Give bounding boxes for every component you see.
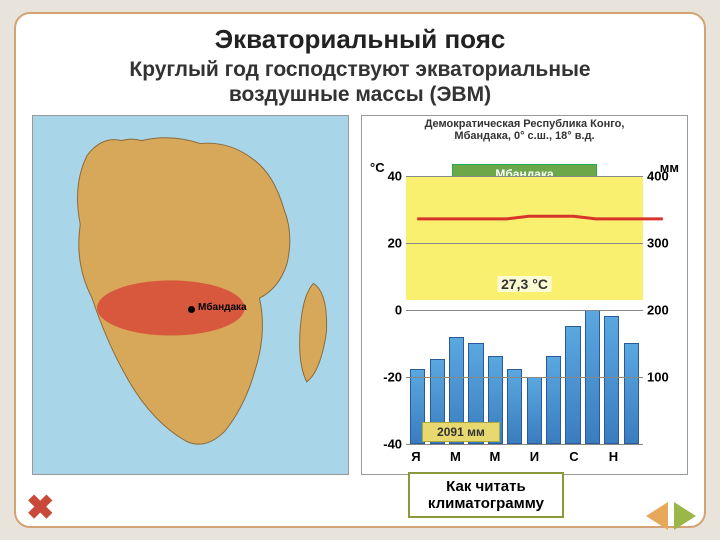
month-label: М [485, 449, 505, 464]
map-svg [33, 116, 348, 470]
ytick-right: 200 [647, 303, 669, 318]
subtitle-l2: воздушные массы (ЭВМ) [229, 83, 491, 106]
ytick-left: 0 [395, 303, 402, 318]
precip-bar [624, 343, 639, 445]
month-label [584, 449, 604, 464]
ytick-right: 300 [647, 236, 669, 251]
precip-bar [507, 369, 522, 444]
subtitle: Круглый год господствуют экваториальные … [32, 57, 688, 107]
mean-temp-label: 27,3 °C [497, 276, 552, 292]
month-label: Я [406, 449, 426, 464]
page-title: Экваториальный пояс [32, 24, 688, 55]
month-label [544, 449, 564, 464]
climate-chart: Демократическая Республика Конго, Мбанда… [361, 115, 688, 475]
africa-map: Мбандака [32, 115, 349, 475]
plot-area: 27,3 °C 40200-20-40400300200100 [406, 176, 643, 444]
subtitle-l1: Круглый год господствуют экваториальные [129, 58, 590, 81]
precip-bar [546, 356, 561, 444]
close-icon[interactable]: ✖ [26, 488, 55, 528]
how-l1: Как читать [446, 478, 526, 495]
month-label [623, 449, 643, 464]
month-label [465, 449, 485, 464]
ytick-left: -40 [383, 437, 402, 452]
annual-precip-badge: 2091 мм [422, 422, 500, 442]
nav-arrows [646, 502, 696, 530]
precip-bar [604, 316, 619, 445]
precip-bar [527, 377, 542, 444]
content-row: Мбандака Демократическая Республика Конг… [32, 115, 688, 485]
ytick-right: 400 [647, 169, 669, 184]
next-button[interactable] [674, 502, 696, 530]
how-to-read-button[interactable]: Как читать климатограмму [408, 472, 564, 519]
chart-header: Демократическая Республика Конго, Мбанда… [362, 118, 687, 142]
precip-bar [565, 326, 580, 444]
main-card: Экваториальный пояс Круглый год господст… [14, 12, 706, 528]
month-label [505, 449, 525, 464]
month-labels: ЯММИСН [406, 449, 643, 464]
prev-button[interactable] [646, 502, 668, 530]
month-label: И [525, 449, 545, 464]
unit-celsius: °C [370, 160, 385, 175]
city-label: Мбандака [198, 302, 247, 313]
ytick-right: 100 [647, 370, 669, 385]
ytick-left: 20 [388, 236, 402, 251]
ytick-left: -20 [383, 370, 402, 385]
month-label [426, 449, 446, 464]
month-label: С [564, 449, 584, 464]
ytick-left: 40 [388, 169, 402, 184]
month-label: М [446, 449, 466, 464]
how-l2: климатограмму [428, 495, 544, 512]
month-label: Н [604, 449, 624, 464]
